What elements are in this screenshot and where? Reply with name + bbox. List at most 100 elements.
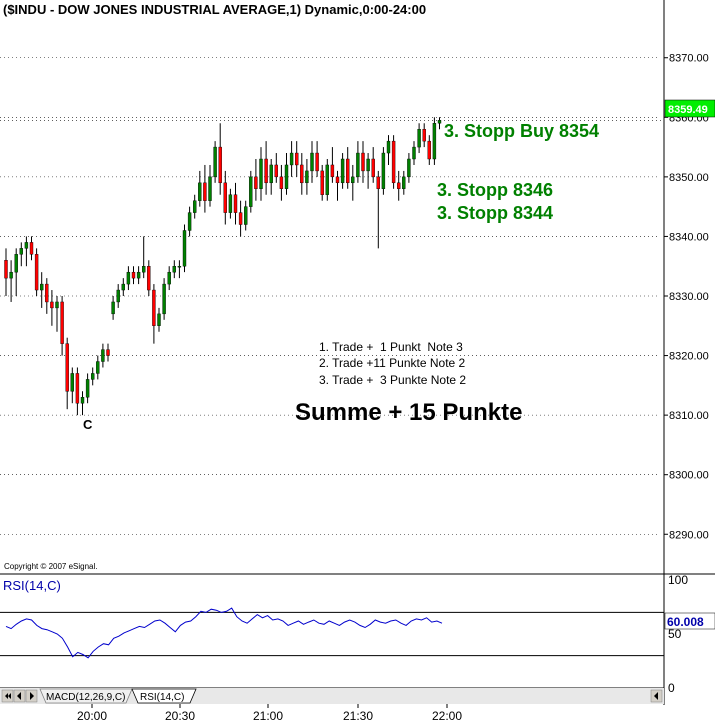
rsi-tick-label: 0 bbox=[668, 681, 675, 695]
price-tick-label: 8350.00 bbox=[669, 172, 709, 184]
candle bbox=[131, 266, 136, 285]
candle bbox=[386, 135, 391, 165]
tab-rsi-label: RSI(14,C) bbox=[140, 692, 184, 703]
tab-rsi[interactable] bbox=[131, 688, 197, 704]
candle bbox=[330, 147, 335, 183]
rsi-tick-label: 50 bbox=[668, 627, 682, 641]
rsi-reference-lines bbox=[0, 611, 664, 657]
candle bbox=[172, 260, 177, 279]
rsi-axis-labels: 100 50 0 bbox=[668, 573, 688, 695]
candlestick-series bbox=[4, 117, 442, 416]
candle bbox=[407, 153, 411, 183]
candle bbox=[397, 170, 401, 201]
tab-macd[interactable] bbox=[39, 688, 133, 704]
chart-scroll-left-button[interactable] bbox=[650, 689, 663, 703]
candle bbox=[223, 170, 228, 225]
candle bbox=[192, 194, 197, 219]
candle bbox=[96, 355, 100, 380]
time-tick-label: 21:00 bbox=[253, 709, 283, 723]
candle bbox=[90, 367, 95, 386]
candle bbox=[346, 147, 350, 189]
scroll-start-button[interactable] bbox=[1, 689, 14, 703]
candle bbox=[249, 170, 253, 213]
candle bbox=[243, 200, 248, 231]
candle bbox=[289, 141, 294, 177]
candle bbox=[340, 153, 345, 189]
rsi-value-badge: 60.008 bbox=[667, 615, 704, 629]
price-tick-label: 8320.00 bbox=[669, 351, 709, 363]
time-tick-label: 20:00 bbox=[77, 709, 107, 723]
candle bbox=[238, 200, 243, 237]
candle bbox=[182, 224, 187, 273]
candle bbox=[213, 141, 217, 183]
candle bbox=[141, 236, 146, 279]
candle bbox=[29, 236, 34, 261]
rsi-title: RSI(14,C) bbox=[3, 578, 61, 593]
candle bbox=[157, 307, 161, 332]
candle bbox=[152, 284, 156, 344]
candle bbox=[50, 290, 54, 326]
scroll-right-button[interactable] bbox=[25, 689, 38, 703]
candle bbox=[422, 123, 426, 148]
price-axis-labels: 8370.008360.008350.008340.008330.008320.… bbox=[664, 53, 709, 541]
candle bbox=[147, 260, 151, 296]
scroll-start-icon bbox=[5, 693, 11, 699]
candle bbox=[259, 147, 263, 201]
scroll-right-icon bbox=[30, 692, 34, 700]
candle bbox=[295, 141, 299, 177]
price-tick-label: 8370.00 bbox=[669, 53, 709, 65]
candle bbox=[376, 170, 380, 249]
candle bbox=[126, 266, 131, 291]
candle bbox=[177, 260, 182, 279]
candle bbox=[269, 159, 273, 195]
time-axis: 20:00 20:30 21:00 21:30 22:00 bbox=[77, 704, 462, 723]
candle bbox=[371, 147, 375, 183]
annotation-trade-2: 2. Trade +11 Punkte Note 2 bbox=[319, 356, 466, 370]
candle bbox=[427, 135, 431, 165]
candle bbox=[75, 367, 80, 416]
candle bbox=[4, 248, 8, 296]
candle bbox=[351, 164, 355, 201]
candle bbox=[300, 153, 304, 195]
candle bbox=[80, 391, 85, 416]
candle bbox=[121, 278, 126, 296]
time-tick-label: 21:30 bbox=[343, 709, 373, 723]
candle bbox=[335, 170, 340, 201]
candle bbox=[412, 141, 416, 165]
candle bbox=[55, 296, 59, 332]
candle bbox=[315, 141, 319, 177]
candle bbox=[198, 170, 202, 207]
candle bbox=[9, 260, 13, 302]
annotation-trade-1: 1. Trade + 1 Punkt Note 3 bbox=[319, 340, 463, 354]
candle bbox=[432, 117, 437, 165]
annotation-summe: Summe + 15 Punkte bbox=[295, 399, 522, 426]
candle bbox=[274, 153, 278, 183]
candle bbox=[310, 141, 314, 183]
candle bbox=[233, 182, 238, 225]
candle bbox=[40, 272, 44, 308]
candle bbox=[381, 147, 386, 195]
candle bbox=[116, 284, 120, 308]
price-panel-frame bbox=[0, 0, 664, 574]
rsi-line bbox=[5, 607, 443, 659]
annotation-marker-c: C bbox=[83, 417, 93, 432]
candle bbox=[187, 206, 192, 237]
time-tick-label: 20:30 bbox=[165, 709, 195, 723]
annotation-stopp-8346: 3. Stopp 8346 bbox=[437, 180, 553, 200]
candle bbox=[60, 296, 64, 356]
candle bbox=[106, 343, 110, 362]
candle bbox=[162, 278, 166, 320]
candle bbox=[325, 159, 329, 201]
candle bbox=[24, 236, 29, 267]
candle bbox=[356, 141, 360, 183]
candle bbox=[305, 159, 309, 195]
scroll-left-button[interactable] bbox=[13, 689, 26, 703]
candle bbox=[45, 278, 49, 314]
candle bbox=[65, 337, 69, 410]
candle bbox=[417, 123, 421, 154]
copyright: Copyright © 2007 eSignal. bbox=[4, 562, 98, 571]
price-tick-label: 8290.00 bbox=[669, 529, 709, 541]
candle bbox=[218, 123, 222, 195]
candle bbox=[208, 164, 212, 207]
